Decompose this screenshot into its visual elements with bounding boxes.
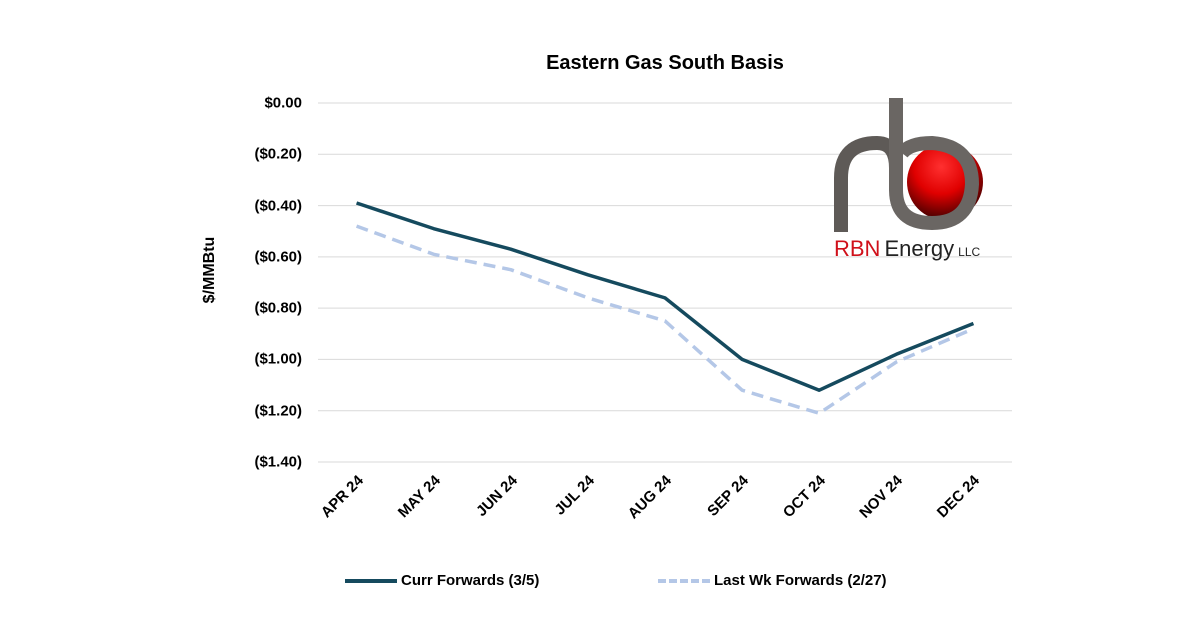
logo-rbn-text: RBN xyxy=(834,236,880,261)
y-tick-label: ($1.40) xyxy=(254,453,302,471)
curr-forwards-line xyxy=(356,201,975,392)
series-lines xyxy=(355,201,975,416)
legend-label: Curr Forwards (3/5) xyxy=(401,572,540,589)
y-tick-label: ($0.80) xyxy=(254,299,302,317)
rbn-logo: RBN Energy LLC xyxy=(834,98,983,261)
y-tick-label: ($0.20) xyxy=(254,145,302,163)
last-week-forwards-line xyxy=(355,224,975,416)
logo-energy-text: Energy xyxy=(884,236,954,261)
y-tick-label: $0.00 xyxy=(264,94,302,112)
y-tick-label: ($0.40) xyxy=(254,197,302,215)
legend-label: Last Wk Forwards (2/27) xyxy=(714,572,887,589)
gridlines xyxy=(318,102,1012,463)
y-tick-label: ($0.60) xyxy=(254,248,302,266)
y-tick-label: ($1.00) xyxy=(254,350,302,368)
chart-title: Eastern Gas South Basis xyxy=(546,52,784,74)
dashed-line-swatch-icon xyxy=(658,578,710,583)
y-tick-label: ($1.20) xyxy=(254,402,302,420)
logo-llc-text: LLC xyxy=(958,245,980,259)
solid-line-swatch-icon xyxy=(345,578,397,583)
legend-item-last-week: Last Wk Forwards (2/27) xyxy=(658,572,887,589)
legend-item-curr: Curr Forwards (3/5) xyxy=(345,572,539,589)
